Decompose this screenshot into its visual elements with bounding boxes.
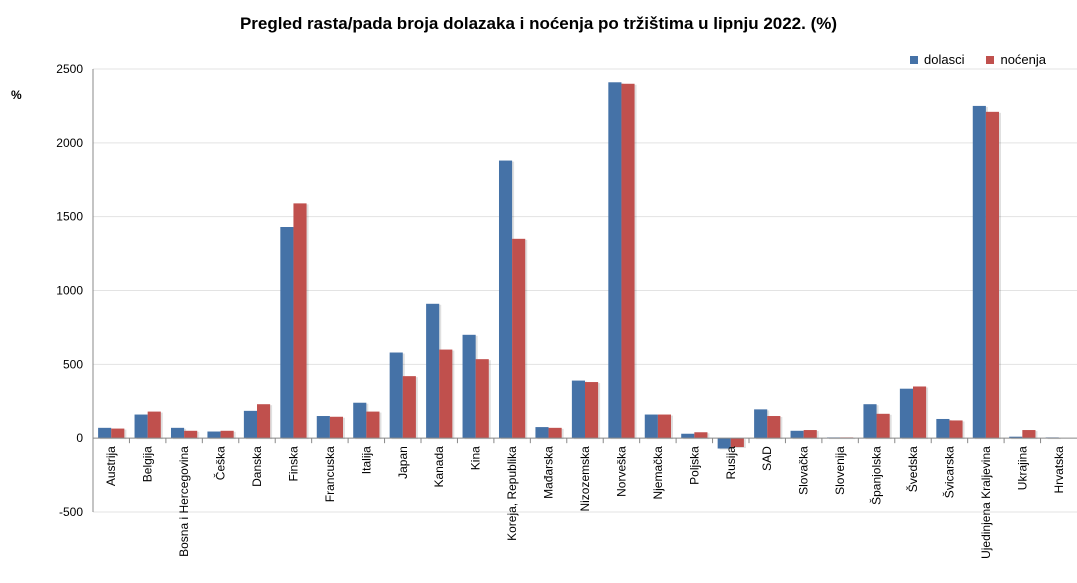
x-tick-label: Japan <box>396 446 410 479</box>
bar-dolasci <box>571 380 585 439</box>
bar-shadow <box>842 438 856 440</box>
bar-shadow <box>1047 438 1061 440</box>
bar-shadow <box>828 438 843 440</box>
legend-swatch-dolasci <box>910 55 918 64</box>
y-tick-label: 2500 <box>56 62 83 76</box>
bar-dolasci <box>316 416 330 439</box>
y-tick-label: 2000 <box>56 136 83 150</box>
bar-nocenja <box>111 428 125 439</box>
x-tick-label: Austrija <box>104 446 118 486</box>
bar-dolasci <box>899 388 913 439</box>
bar-dolasci <box>353 402 367 439</box>
y-tick-label: 0 <box>76 431 83 445</box>
bar-dolasci <box>754 409 768 439</box>
x-tick-label: Njemačka <box>651 446 665 500</box>
bar-nocenja <box>585 382 599 439</box>
y-tick-label: 500 <box>63 357 83 371</box>
legend-label-dolasci: dolasci <box>924 52 965 67</box>
y-tick-label: -500 <box>59 505 83 519</box>
x-tick-label: Švedska <box>905 446 920 492</box>
bar-nocenja <box>439 349 453 439</box>
x-tick-label: Kina <box>469 446 483 470</box>
x-tick-label: Švicarska <box>941 446 956 498</box>
bar-dolasci <box>389 352 403 439</box>
y-tick-label: 1000 <box>56 284 83 298</box>
x-tick-label: Rusija <box>724 446 738 480</box>
bar-nocenja <box>329 416 344 439</box>
bar-nocenja <box>184 430 198 439</box>
bar-dolasci <box>717 438 731 449</box>
x-tick-label: Danska <box>250 446 264 487</box>
bar-nocenja <box>1022 430 1036 439</box>
bar-nocenja <box>475 359 489 439</box>
bar-nocenja <box>694 432 708 439</box>
bar-nocenja <box>876 413 890 439</box>
x-tick-label: Slovenija <box>833 446 847 495</box>
bar-dolasci <box>498 160 513 439</box>
x-tick-label: Norveška <box>614 446 628 497</box>
bar-nocenja <box>548 427 562 439</box>
x-tick-label: Kanada <box>432 446 446 488</box>
bar-dolasci <box>280 227 294 439</box>
legend-label-nocenja: noćenja <box>1000 52 1047 67</box>
y-tick-label: 1500 <box>56 210 83 224</box>
x-tick-label: Koreja, Republika <box>505 446 519 541</box>
bar-dolasci <box>644 414 658 439</box>
legend-swatch-nocenja <box>986 55 995 64</box>
bar-dolasci <box>863 404 877 439</box>
bar-nocenja <box>657 414 672 439</box>
x-tick-label: Češka <box>213 446 228 480</box>
bar-dolasci <box>972 105 986 439</box>
x-tick-label: Nizozemska <box>578 446 592 512</box>
x-tick-label: Slovačka <box>797 446 811 495</box>
bar-dolasci <box>98 427 112 439</box>
x-tick-label: SAD <box>760 446 774 471</box>
y-axis-label: % <box>11 88 22 102</box>
bar-dolasci <box>462 334 476 439</box>
x-tick-label: Ukrajina <box>1015 446 1029 490</box>
bar-nocenja <box>985 111 1000 439</box>
bar-dolasci <box>134 414 148 439</box>
x-tick-label: Mađarska <box>542 446 556 499</box>
bar-nocenja <box>767 416 781 439</box>
bar-nocenja <box>803 430 817 439</box>
x-tick-label: Francuska <box>323 446 337 502</box>
bar-nocenja <box>293 203 307 439</box>
bar-nocenja <box>512 238 526 439</box>
bar-dolasci <box>207 431 221 439</box>
x-tick-label: Poljska <box>687 446 701 485</box>
x-tick-label: Finska <box>286 446 300 482</box>
bar-nocenja <box>402 376 416 439</box>
bar-dolasci <box>1009 436 1023 439</box>
bar-nocenja <box>949 420 963 439</box>
bar-dolasci <box>681 433 695 439</box>
x-tick-label: Ujedinjena Kraljevina <box>979 446 993 559</box>
bar-dolasci <box>608 82 622 439</box>
bar-dolasci <box>170 427 185 439</box>
bar-dolasci <box>790 430 804 439</box>
x-tick-label: Hrvatska <box>1052 446 1066 494</box>
bar-nocenja <box>220 430 234 439</box>
bar-nocenja <box>257 404 271 439</box>
legend: dolasci noćenja <box>910 52 1068 67</box>
legend-item-dolasci: dolasci <box>910 52 964 67</box>
x-tick-label: Belgija <box>141 446 155 482</box>
bar-nocenja <box>730 438 744 448</box>
bar-nocenja <box>621 83 635 439</box>
legend-item-nocenja: noćenja <box>986 52 1046 67</box>
x-tick-label: Španjolska <box>869 446 884 505</box>
bar-dolasci <box>426 303 440 439</box>
bar-dolasci <box>936 418 950 439</box>
chart-title: Pregled rasta/pada broja dolazaka i noće… <box>239 14 838 33</box>
bar-dolasci <box>243 410 257 439</box>
x-tick-label: Italija <box>359 446 373 474</box>
bar-nocenja <box>913 386 927 439</box>
bar-nocenja <box>147 411 161 439</box>
bar-dolasci <box>535 427 549 439</box>
bar-nocenja <box>366 411 380 439</box>
x-tick-label: Bosna i Hercegovina <box>177 446 191 557</box>
